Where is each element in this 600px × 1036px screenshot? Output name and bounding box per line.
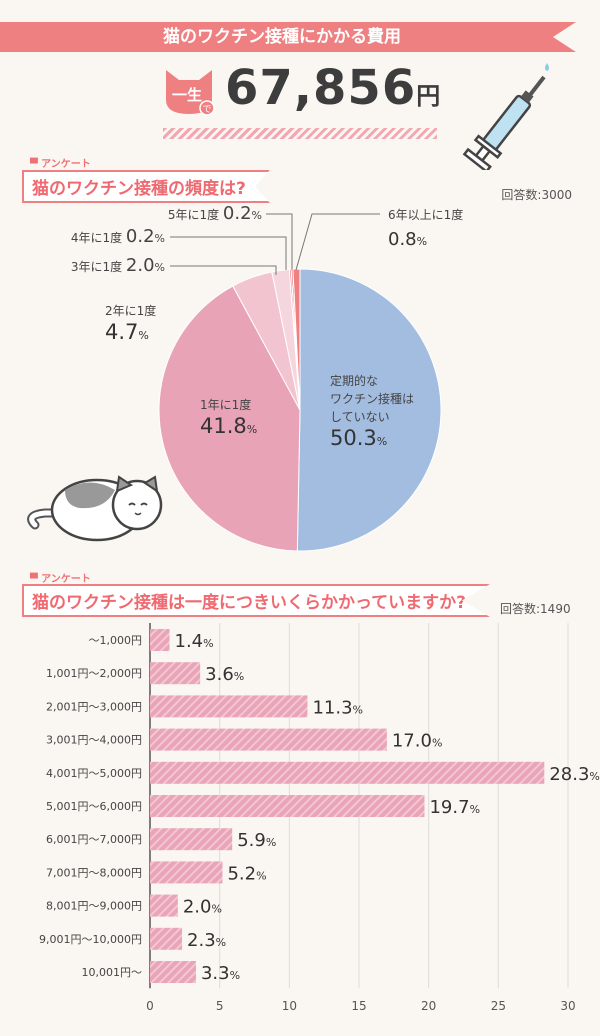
- survey-tag-text: アンケート: [41, 574, 91, 585]
- title-banner: 猫のワクチン接種にかかる費用: [0, 22, 576, 52]
- pie-responses: 回答数:3000: [501, 188, 572, 202]
- syringe-icon: [462, 63, 549, 170]
- category-label: 3,001円〜4,000円: [46, 734, 142, 747]
- bar-responses: 回答数:1490: [500, 602, 571, 616]
- pie-label: 2年に1度: [105, 303, 156, 318]
- category-label: 7,001円〜8,000円: [46, 866, 142, 879]
- bar: [150, 828, 233, 851]
- pie-label: ワクチン接種は: [330, 391, 414, 406]
- cat-badge-icon: 一生 で: [166, 70, 215, 116]
- page-title: 猫のワクチン接種にかかる費用: [163, 27, 401, 47]
- badge-sub: で: [202, 105, 211, 115]
- bar-chart: 0 5 10 15 20 25 30 〜1,000円 1.4% 1,001円〜2,000円 3.6%…: [39, 623, 600, 1013]
- x-tick-label: 30: [560, 999, 575, 1013]
- category-label: 5,001円〜6,000円: [46, 800, 142, 813]
- survey-tag-text: アンケート: [41, 159, 91, 170]
- category-label: 6,001円〜7,000円: [46, 833, 142, 846]
- bar: [150, 662, 201, 685]
- x-tick-label: 10: [282, 999, 297, 1013]
- category-label: 2,001円〜3,000円: [46, 700, 142, 713]
- bar: [150, 795, 425, 817]
- category-label: 〜1,000円: [89, 634, 143, 647]
- question-bar: 猫のワクチン接種は一度につきいくらかかっていますか?: [22, 584, 491, 617]
- bar-value-label: 28.3%: [549, 764, 600, 785]
- amount-unit: 円: [416, 82, 442, 110]
- bar-value-label: 3.6%: [205, 664, 244, 685]
- category-label: 10,001円〜: [82, 966, 143, 979]
- category-label: 1,001円〜2,000円: [46, 667, 142, 680]
- pie-label: 5年に1度 0.2%: [168, 203, 262, 224]
- bar-value-label: 5.2%: [227, 863, 266, 884]
- x-tick-label: 15: [351, 999, 366, 1013]
- x-tick-label: 20: [421, 999, 436, 1013]
- pie-label: 1年に1度: [200, 397, 251, 412]
- x-tick-label: 0: [146, 999, 154, 1013]
- bar-value-label: 2.0%: [183, 897, 222, 918]
- bar: [150, 927, 183, 950]
- bar-value-label: 1.4%: [175, 631, 214, 652]
- pie-chart: 定期的なワクチン接種はしていない50.3%1年に1度41.8%2年に1度4.7%…: [71, 203, 463, 552]
- pie-value: 4.7%: [105, 320, 149, 344]
- x-tick-label: 5: [216, 999, 224, 1013]
- pie-label: 3年に1度 2.0%: [71, 255, 165, 276]
- lifetime-cost: 67,856円: [225, 60, 441, 116]
- survey-tag: ▀ アンケート: [30, 159, 91, 170]
- bar-value-label: 17.0%: [392, 731, 443, 752]
- leader-line: [170, 236, 287, 270]
- bar-value-label: 5.9%: [237, 830, 276, 851]
- leader-line: [295, 213, 380, 271]
- bar-value-label: 2.3%: [187, 930, 226, 951]
- pie-label: していない: [330, 410, 390, 424]
- bar-title: 猫のワクチン接種は一度につきいくらかかっていますか?: [32, 593, 467, 613]
- category-label: 9,001円〜10,000円: [39, 933, 142, 946]
- pie-value: 0.8%: [388, 229, 427, 250]
- leader-line: [170, 265, 277, 275]
- leader-line: [266, 213, 293, 270]
- category-label: 4,001円〜5,000円: [46, 767, 142, 780]
- bar: [150, 629, 170, 651]
- stripe-underline: [163, 128, 437, 139]
- bar: [150, 961, 196, 983]
- category-label: 8,001円〜9,000円: [46, 900, 142, 913]
- bar-value-label: 11.3%: [312, 697, 363, 718]
- pie-slice-0: [296, 268, 442, 552]
- amount-value: 67,856: [225, 60, 417, 116]
- bar: [150, 695, 308, 718]
- cat-illustration: [27, 475, 163, 542]
- x-tick-label: 25: [491, 999, 506, 1013]
- bar-value-label: 19.7%: [429, 797, 480, 818]
- bar: [150, 861, 223, 884]
- badge-text: 一生: [172, 86, 202, 104]
- pie-label: 定期的な: [330, 373, 378, 388]
- bar: [150, 761, 545, 784]
- pie-slice-1: [158, 285, 301, 552]
- question-pie: 猫のワクチン接種の頻度は?: [22, 170, 270, 203]
- pie-value: 41.8%: [200, 414, 257, 438]
- pie-label: 4年に1度 0.2%: [71, 226, 165, 247]
- survey-tag: ▀ アンケート: [30, 574, 91, 585]
- bar: [150, 894, 178, 917]
- bar-value-label: 3.3%: [201, 963, 240, 984]
- bar: [150, 728, 387, 751]
- pie-label: 6年以上に1度: [388, 207, 463, 222]
- pie-title: 猫のワクチン接種の頻度は?: [32, 179, 246, 199]
